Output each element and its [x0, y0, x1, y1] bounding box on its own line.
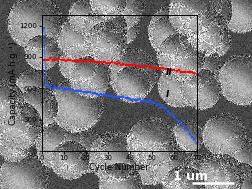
- X-axis label: Cycle Number: Cycle Number: [89, 163, 149, 172]
- Text: II: II: [166, 68, 172, 77]
- Text: I: I: [166, 90, 169, 99]
- Y-axis label: Capacity (mA h g⁻¹): Capacity (mA h g⁻¹): [9, 41, 18, 125]
- Text: 1 um: 1 um: [173, 170, 208, 183]
